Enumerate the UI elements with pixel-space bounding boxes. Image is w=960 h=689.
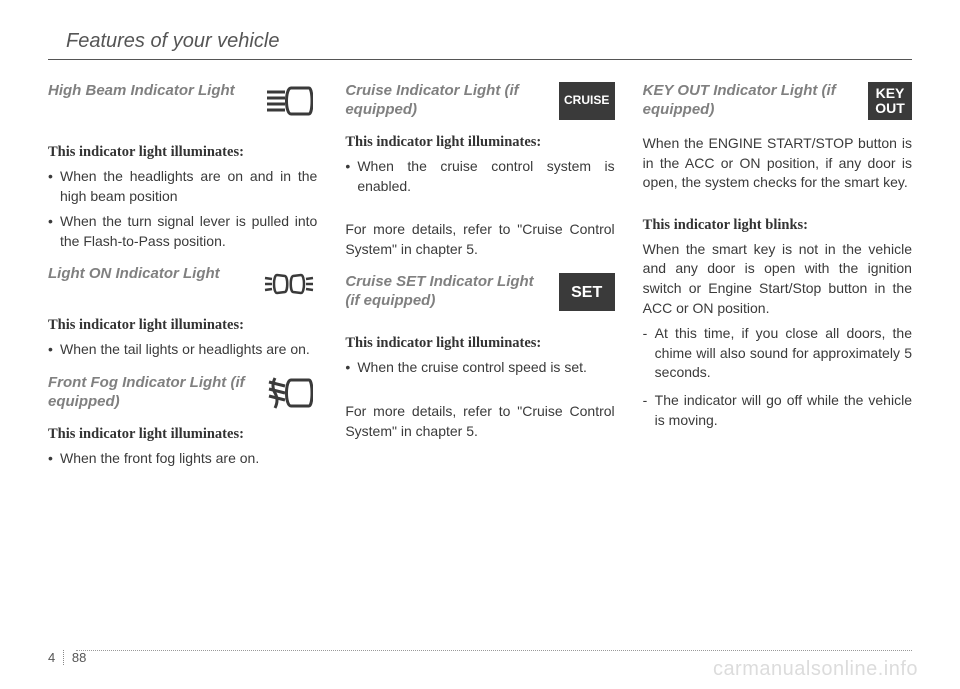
title-cruise: Cruise Indicator Light (if equipped) xyxy=(345,82,550,120)
list-item: The indicator will go off while the vehi… xyxy=(643,391,912,430)
title-fog: Front Fog Indicator Light (if equipped) xyxy=(48,374,253,412)
list-fog: When the front fog lights are on. xyxy=(48,449,317,469)
subhead-cruise: This indicator light illuminates: xyxy=(345,134,614,151)
fog-light-icon xyxy=(261,374,317,412)
section-head-keyout: KEY OUT Indicator Light (if equipped) KE… xyxy=(643,82,912,120)
list-light-on: When the tail lights or headlights are o… xyxy=(48,340,317,360)
title-high-beam: High Beam Indicator Light xyxy=(48,82,253,101)
list-item: When the cruise control system is enable… xyxy=(345,157,614,196)
list-item: When the headlights are on and in the hi… xyxy=(48,167,317,206)
list-cruise: When the cruise control system is enable… xyxy=(345,157,614,196)
page-footer: 4 88 xyxy=(48,650,86,665)
list-keyout-dash: At this time, if you close all doors, th… xyxy=(643,324,912,430)
set-badge-text: SET xyxy=(571,284,602,302)
light-on-icon xyxy=(261,265,317,303)
para-set-details: For more details, refer to "Cruise Contr… xyxy=(345,402,614,441)
subhead-high-beam: This indicator light illuminates: xyxy=(48,144,317,161)
column-3: KEY OUT Indicator Light (if equipped) KE… xyxy=(643,82,912,483)
content-columns: High Beam Indicator Light This indicator… xyxy=(48,82,912,483)
list-item: When the turn signal lever is pulled int… xyxy=(48,212,317,251)
section-head-light-on: Light ON Indicator Light xyxy=(48,265,317,303)
section-head-high-beam: High Beam Indicator Light xyxy=(48,82,317,120)
list-item: When the front fog lights are on. xyxy=(48,449,317,469)
high-beam-icon xyxy=(261,82,317,120)
list-item: When the cruise control speed is set. xyxy=(345,358,614,378)
subhead-keyout-blinks: This indicator light blinks: xyxy=(643,217,912,234)
para-keyout-blinks: When the smart key is not in the vehicle… xyxy=(643,240,912,318)
para-cruise-details: For more details, refer to "Cruise Contr… xyxy=(345,220,614,259)
cruise-badge-icon: CRUISE xyxy=(559,82,615,120)
subhead-fog: This indicator light illuminates: xyxy=(48,426,317,443)
subhead-set: This indicator light illuminates: xyxy=(345,335,614,352)
header-rule xyxy=(48,59,912,60)
title-keyout: KEY OUT Indicator Light (if equipped) xyxy=(643,82,860,120)
para-keyout-intro: When the ENGINE START/STOP button is in … xyxy=(643,134,912,193)
keyout-badge-line1: KEY xyxy=(876,86,905,101)
keyout-badge-line2: OUT xyxy=(875,101,905,116)
section-head-cruise: Cruise Indicator Light (if equipped) CRU… xyxy=(345,82,614,120)
footer-chapter: 4 xyxy=(48,650,64,665)
watermark: carmanualsonline.info xyxy=(713,658,918,681)
cruise-badge-text: CRUISE xyxy=(564,94,609,107)
column-1: High Beam Indicator Light This indicator… xyxy=(48,82,317,483)
list-set: When the cruise control speed is set. xyxy=(345,358,614,378)
keyout-badge-icon: KEY OUT xyxy=(868,82,912,120)
list-item: At this time, if you close all doors, th… xyxy=(643,324,912,383)
section-head-fog: Front Fog Indicator Light (if equipped) xyxy=(48,374,317,412)
title-set: Cruise SET Indicator Light (if equipped) xyxy=(345,273,550,311)
page-header: Features of your vehicle xyxy=(66,30,912,53)
title-light-on: Light ON Indicator Light xyxy=(48,265,253,284)
section-head-set: Cruise SET Indicator Light (if equipped)… xyxy=(345,273,614,311)
footer-dotted-line xyxy=(76,650,912,651)
list-item: When the tail lights or headlights are o… xyxy=(48,340,317,360)
list-high-beam: When the headlights are on and in the hi… xyxy=(48,167,317,251)
footer-page: 88 xyxy=(72,650,86,665)
column-2: Cruise Indicator Light (if equipped) CRU… xyxy=(345,82,614,483)
subhead-light-on: This indicator light illuminates: xyxy=(48,317,317,334)
set-badge-icon: SET xyxy=(559,273,615,311)
